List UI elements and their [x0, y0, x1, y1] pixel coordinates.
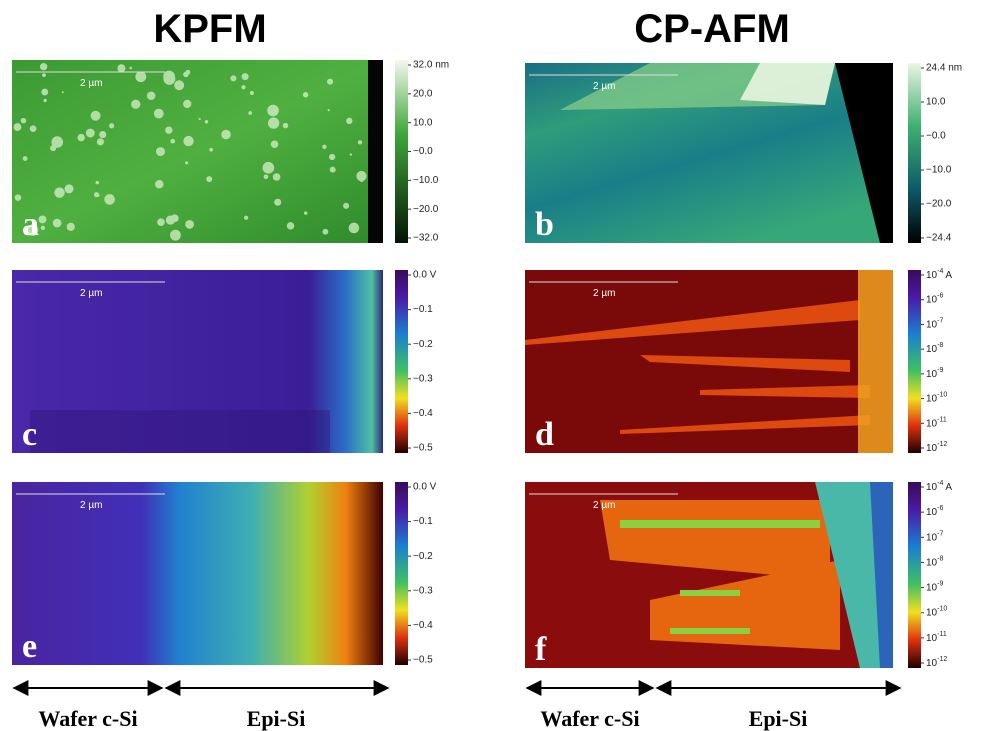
colorbar-label: 10-6	[926, 293, 943, 306]
colorbar-label: −0.5	[413, 655, 433, 666]
colorbar-label: 24.4 nm	[926, 63, 962, 74]
label-base: 10	[926, 607, 938, 618]
label-exponent: -12	[937, 441, 947, 448]
colorbar-label: 0.0 V	[413, 270, 437, 281]
colorbar-label: −24.4	[926, 233, 952, 244]
colorbar-label: 10-7	[926, 530, 943, 543]
colorbar-label: 10-11	[926, 416, 947, 429]
colorbar-label: −0.4	[413, 408, 433, 419]
colorbar-label: −0.5	[413, 443, 433, 454]
scale-bar-label: 2 µm	[80, 500, 102, 511]
label-exponent: -8	[937, 342, 943, 349]
colorbar-label: 10.0	[926, 97, 946, 108]
heading: KPFM	[153, 7, 266, 51]
label-base: 10	[926, 368, 938, 379]
colorbar-label: 10-8	[926, 342, 943, 355]
colorbar-label: −20.0	[926, 199, 952, 210]
label-exponent: -7	[937, 530, 943, 537]
region-label: Epi-Si	[749, 706, 808, 731]
colorbar-label: −10.0	[926, 165, 952, 176]
label-exponent: -6	[937, 293, 943, 300]
panel-images	[12, 60, 921, 668]
scale-bar-label: 2 µm	[80, 78, 102, 89]
colorbar-label: 32.0 nm	[413, 60, 449, 71]
label-base: 10	[926, 632, 938, 643]
colorbar-label: 10-9	[926, 580, 943, 593]
colorbar-label: −0.2	[413, 339, 433, 350]
label-exponent: -9	[937, 580, 943, 587]
colorbar-label: −0.4	[413, 620, 433, 631]
label-base: 10	[926, 557, 938, 568]
colorbar-label: 10-9	[926, 367, 943, 380]
colorbar-label: −0.0	[926, 131, 946, 142]
panel-letter: f	[535, 631, 547, 668]
panel-letter: a	[22, 206, 39, 243]
label-base: 10	[926, 482, 938, 493]
label-exponent: -12	[937, 656, 947, 663]
label-base: 10	[926, 418, 938, 429]
region-label: Wafer c-Si	[540, 706, 639, 731]
label-exponent: -11	[937, 631, 947, 638]
label-base: 10	[926, 532, 938, 543]
label-base: 10	[926, 658, 938, 669]
panel-letter: d	[535, 416, 554, 453]
scale-bar-label: 2 µm	[593, 81, 615, 92]
heading: CP-AFM	[634, 7, 790, 51]
panel-letter: b	[535, 206, 554, 243]
label-exponent: -6	[937, 505, 943, 512]
colorbar-label: 10-10	[926, 606, 947, 619]
label-unit: A	[945, 270, 952, 281]
label-exponent: -11	[937, 416, 947, 423]
label-exponent: -4	[937, 268, 943, 275]
colorbar-label: −0.1	[413, 304, 433, 315]
colorbar-label: −0.1	[413, 516, 433, 527]
label-exponent: -4	[937, 480, 943, 487]
scale-bar-label: 2 µm	[593, 288, 615, 299]
colorbar-label: 20.0	[413, 88, 433, 99]
label-base: 10	[926, 319, 938, 330]
label-base: 10	[926, 270, 938, 281]
label-exponent: -9	[937, 367, 943, 374]
colorbar-label: 10-4 A	[926, 268, 952, 281]
colorbar-label: 10-12	[926, 441, 947, 454]
colorbar-label: 10-11	[926, 631, 947, 644]
scale-bar-label: 2 µm	[593, 500, 615, 511]
colorbar-label: −0.3	[413, 373, 433, 384]
colorbar-label: 0.0 V	[413, 482, 437, 493]
label-base: 10	[926, 393, 938, 404]
colorbar-label: −0.2	[413, 551, 433, 562]
label-base: 10	[926, 507, 938, 518]
colorbar-label: 10-7	[926, 317, 943, 330]
label-exponent: -7	[937, 317, 943, 324]
colorbar-label: −20.0	[413, 204, 439, 215]
colorbar-label: 10-12	[926, 656, 947, 669]
region-label: Wafer c-Si	[38, 706, 137, 731]
label-base: 10	[926, 344, 938, 355]
panel-letter: e	[22, 628, 37, 665]
panel-annotations: 2 µm a 32.0 nm 20.0 10.0 −0.0 −10.0 −20.0 −32.0 2…	[16, 60, 962, 669]
colorbar-label: 10-8	[926, 555, 943, 568]
region-label: Epi-Si	[247, 706, 306, 731]
colorbar-label: −10.0	[413, 175, 439, 186]
colorbar-label: 10.0	[413, 117, 433, 128]
label-unit: A	[945, 482, 952, 493]
label-base: 10	[926, 294, 938, 305]
label-exponent: -10	[937, 391, 947, 398]
colorbar-label: 10-4 A	[926, 480, 952, 493]
colorbar-label: 10-6	[926, 505, 943, 518]
scale-bar-label: 2 µm	[80, 288, 102, 299]
colorbar-label: −0.3	[413, 585, 433, 596]
colorbar-label: −32.0	[413, 233, 439, 244]
panel-letter: c	[22, 416, 37, 453]
label-exponent: -10	[937, 606, 947, 613]
colorbar-label: −0.0	[413, 146, 433, 157]
label-base: 10	[926, 582, 938, 593]
label-exponent: -8	[937, 555, 943, 562]
colorbar-label: 10-10	[926, 391, 947, 404]
label-base: 10	[926, 443, 938, 454]
